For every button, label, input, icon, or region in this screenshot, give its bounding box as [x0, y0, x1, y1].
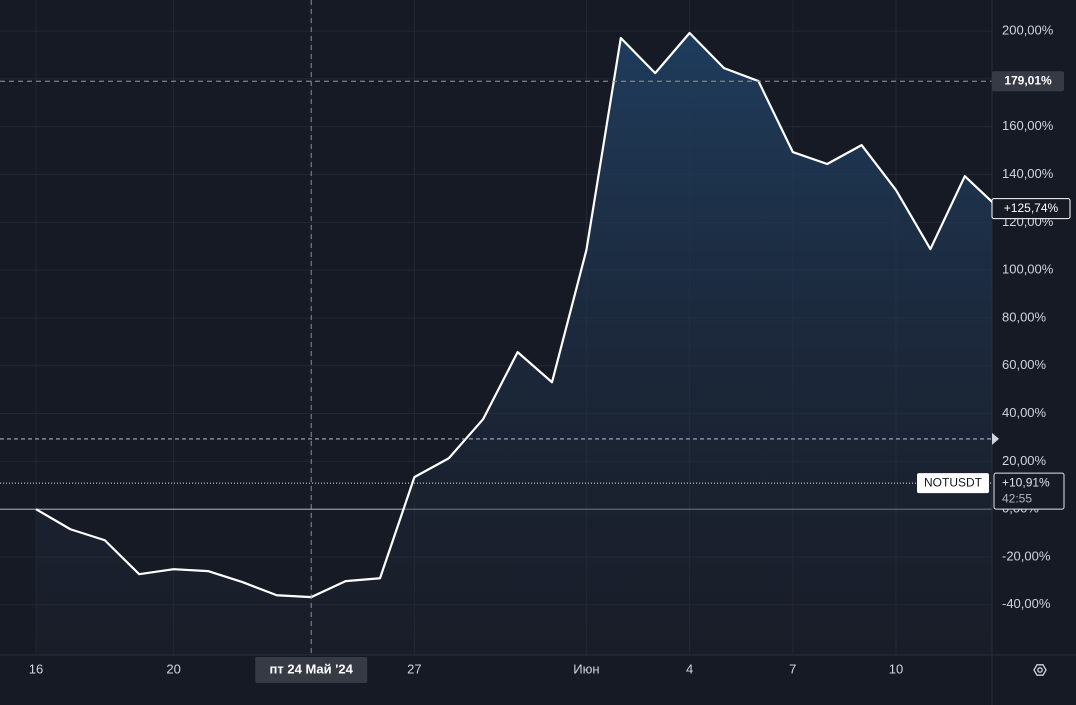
crosshair-y-box: [992, 71, 1064, 92]
x-tick-label: Июн: [573, 661, 599, 676]
axes: -40,00%-20,00%0,00%20,00%40,00%60,00%80,…: [29, 23, 1071, 683]
y-tick-label: 140,00%: [1002, 166, 1054, 181]
y-tick-label: -20,00%: [1002, 548, 1051, 563]
x-tick-label: 4: [686, 661, 693, 676]
x-tick-label: 7: [789, 661, 796, 676]
y-tick-label: 40,00%: [1002, 405, 1047, 420]
x-tick-label: 16: [29, 661, 43, 676]
y-tick-label: 200,00%: [1002, 23, 1054, 38]
crosshair-x-box: [255, 657, 368, 683]
y-tick-label: 100,00%: [1002, 262, 1054, 277]
area-fill: [36, 32, 992, 655]
symbol-value-box: [993, 472, 1065, 510]
marker-arrow: [992, 432, 999, 445]
settings-hex[interactable]: [1033, 664, 1047, 676]
symbol-name-box: [917, 473, 989, 494]
settings-dot[interactable]: [1037, 667, 1043, 673]
x-tick-label: 10: [889, 661, 903, 676]
x-tick-label: 20: [166, 661, 180, 676]
y-tick-label: 160,00%: [1002, 118, 1054, 133]
y-tick-label: -40,00%: [1002, 596, 1051, 611]
x-tick-label: пт 24 Май '24: [270, 661, 354, 676]
y-tick-label: 60,00%: [1002, 357, 1047, 372]
last-value-label: +125,74%: [1004, 201, 1059, 215]
crosshair-y-label: 179,01%: [1004, 73, 1052, 87]
last-value-box: [991, 198, 1071, 220]
y-tick-label: 20,00%: [1002, 453, 1047, 468]
symbol-value: +10,91%: [1002, 475, 1050, 489]
symbol-name: NOTUSDT: [924, 475, 983, 489]
plot: [0, 0, 992, 655]
settings-icon[interactable]: [1033, 664, 1047, 676]
x-tick-label: 27: [407, 661, 421, 676]
symbol-countdown: 42:55: [1002, 491, 1032, 505]
line: [35, 31, 992, 599]
y-tick-label: 80,00%: [1002, 309, 1047, 324]
